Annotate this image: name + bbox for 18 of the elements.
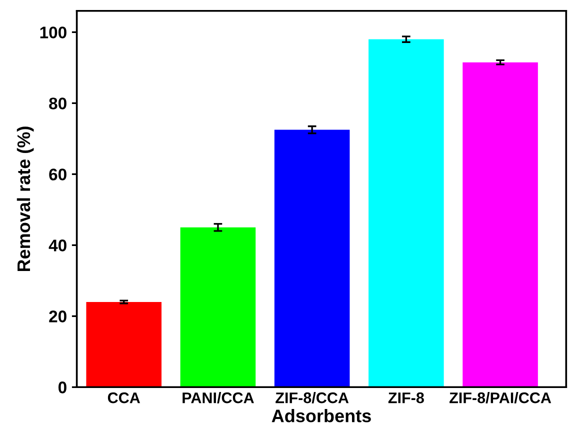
bar [274,130,350,388]
y-tick-label: 100 [40,26,66,38]
x-tick-label: ZIF-8/PAI/CCA [450,392,552,404]
y-tick-label: 60 [49,168,66,180]
bar [180,227,256,388]
x-tick-label: ZIF-8/CCA [276,392,349,404]
y-tick-label: 0 [58,382,66,394]
x-axis-title: Adsorbents [272,409,371,422]
y-axis-title: Removal rate (%) [16,126,34,272]
bar [368,39,444,388]
y-tick-label: 40 [48,240,66,252]
x-tick-label: ZIF-8 [388,392,424,404]
bar [86,302,162,388]
x-tick-label: PANI/CCA [182,392,254,404]
y-tick-label: 80 [49,98,66,110]
bar [462,62,538,388]
x-tick-label: CCA [108,392,140,404]
y-tick-label: 20 [49,310,66,322]
